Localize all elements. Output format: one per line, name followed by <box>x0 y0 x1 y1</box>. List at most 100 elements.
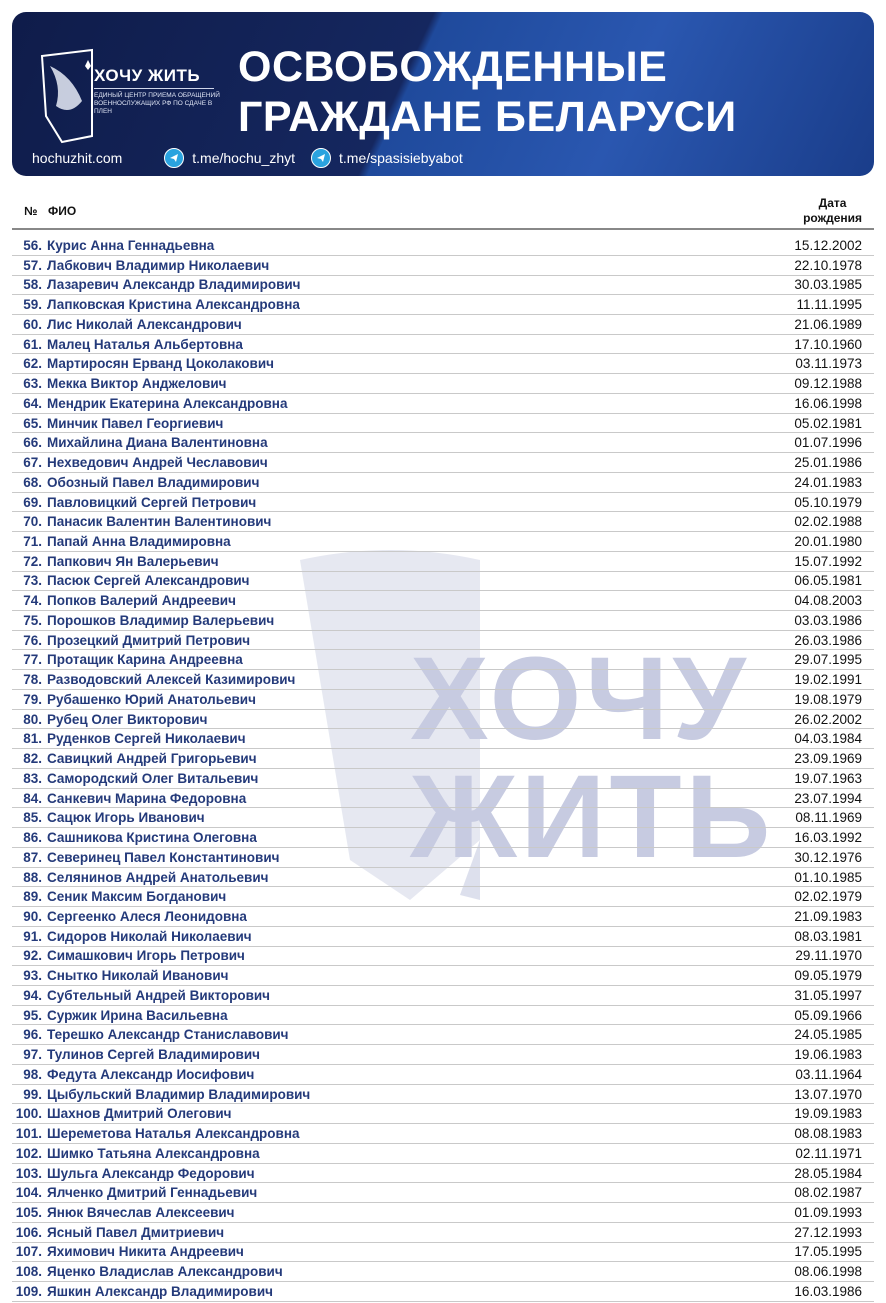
table-row: 87. Северинец Павел Константинович 30.12.1… <box>12 849 874 868</box>
column-header-date-line-2: рождения <box>803 211 862 225</box>
row-birth-date: 24.05.1985 <box>794 1027 862 1043</box>
table-row: 63. Мекка Виктор Анджелович 09.12.1988 <box>12 375 874 394</box>
table-row: 70. Панасик Валентин Валентинович 02.02.19… <box>12 513 874 533</box>
row-number: 77. <box>23 652 42 668</box>
row-number: 84. <box>23 790 42 806</box>
row-name: Яшкин Александр Владимирович <box>47 1283 273 1299</box>
row-name: Шимко Татьяна Александровна <box>47 1145 260 1161</box>
row-name: Яценко Владислав Александрович <box>47 1264 283 1280</box>
table-row: 89. Сеник Максим Богданович 02.02.1979 <box>12 888 874 908</box>
row-number: 68. <box>23 474 42 490</box>
row-birth-date: 27.12.1993 <box>794 1224 862 1240</box>
table-row: 74. Попков Валерий Андреевич 04.08.2003 <box>12 592 874 612</box>
row-number: 64. <box>23 395 42 411</box>
row-number: 83. <box>23 770 42 786</box>
row-name: Рубец Олег Викторович <box>47 711 208 727</box>
row-number: 86. <box>23 830 42 846</box>
table-row: 107. Яхимович Никита Андреевич 17.05.1995 <box>12 1243 874 1263</box>
row-birth-date: 08.08.1983 <box>794 1126 862 1142</box>
row-birth-date: 01.09.1993 <box>794 1204 862 1220</box>
row-birth-date: 19.07.1963 <box>794 770 862 786</box>
table-row: 62. Мартиросян Ерванд Цоколакович 03.11.19… <box>12 355 874 375</box>
row-birth-date: 19.09.1983 <box>794 1106 862 1122</box>
website-link[interactable]: hochuzhit.com <box>32 150 123 166</box>
row-number: 95. <box>23 1007 42 1023</box>
page-title: ОСВОБОЖДЕННЫЕ ГРАЖДАНЕ БЕЛАРУСИ <box>238 42 737 142</box>
row-name: Рубашенко Юрий Анатольевич <box>47 691 256 707</box>
row-birth-date: 19.06.1983 <box>794 1047 862 1063</box>
logo-divider <box>94 88 214 89</box>
row-number: 96. <box>23 1027 42 1043</box>
row-name: Шахнов Дмитрий Олегович <box>47 1106 232 1122</box>
table-row: 78. Разводовский Алексей Казимирович 19.02… <box>12 671 874 690</box>
row-number: 57. <box>23 257 42 273</box>
row-number: 76. <box>23 632 42 648</box>
row-birth-date: 24.01.1983 <box>794 474 862 490</box>
telegram-icon <box>311 148 332 168</box>
table-row: 80. Рубец Олег Викторович 26.02.2002 <box>12 711 874 730</box>
row-name: Лазаревич Александр Владимирович <box>47 277 301 293</box>
column-header-date-line-1: Дата <box>818 196 847 210</box>
row-number: 65. <box>23 415 42 431</box>
table-row: 61. Малец Наталья Альбертовна 17.10.1960 <box>12 336 874 355</box>
row-number: 58. <box>23 277 42 293</box>
row-number: 81. <box>23 731 42 747</box>
telegram-link-1[interactable]: t.me/hochu_zhyt <box>192 150 296 166</box>
row-birth-date: 06.05.1981 <box>794 573 862 589</box>
row-birth-date: 04.08.2003 <box>794 593 862 609</box>
row-number: 100. <box>15 1106 42 1122</box>
row-name: Разводовский Алексей Казимирович <box>47 672 296 688</box>
row-name: Нехведович Андрей Чеславович <box>47 455 268 471</box>
row-name: Суржик Ирина Васильевна <box>47 1007 228 1023</box>
table-row: 101. Шереметова Наталья Александровна 08.0… <box>12 1125 874 1144</box>
row-number: 88. <box>23 869 42 885</box>
table-row: 92. Симашкович Игорь Петрович 29.11.1970 <box>12 947 874 967</box>
table-row: 72. Папкович Ян Валерьевич 15.07.1992 <box>12 553 874 572</box>
row-number: 66. <box>23 435 42 451</box>
row-name: Папкович Ян Валерьевич <box>47 553 219 569</box>
logo-subtitle: ЕДИНЫЙ ЦЕНТР ПРИЕМА ОБРАЩЕНИЙ ВОЕННОСЛУЖ… <box>94 92 220 115</box>
row-name: Михайлина Диана Валентиновна <box>47 435 268 451</box>
row-birth-date: 16.06.1998 <box>794 395 862 411</box>
row-name: Курис Анна Геннадьевна <box>47 238 215 253</box>
row-name: Селянинов Андрей Анатольевич <box>47 869 269 885</box>
telegram-link-2[interactable]: t.me/spasisiebyabot <box>339 150 463 166</box>
row-birth-date: 19.02.1991 <box>794 672 862 688</box>
row-number: 92. <box>23 948 42 964</box>
table-row: 59. Лапковская Кристина Александровна 11.1… <box>12 296 874 315</box>
row-number: 105. <box>15 1204 42 1220</box>
row-birth-date: 03.11.1964 <box>795 1066 862 1082</box>
row-birth-date: 08.06.1998 <box>794 1264 862 1280</box>
logo-title: ХОЧУ ЖИТЬ <box>94 66 201 85</box>
row-number: 79. <box>23 691 42 707</box>
row-name: Савицкий Андрей Григорьевич <box>47 751 257 767</box>
row-name: Федута Александр Иосифович <box>47 1066 255 1082</box>
row-birth-date: 16.03.1992 <box>794 830 862 846</box>
row-name: Лабкович Владимир Николаевич <box>47 257 270 273</box>
row-birth-date: 01.07.1996 <box>794 435 862 451</box>
row-birth-date: 20.01.1980 <box>794 534 862 550</box>
table-row: 85. Сацюк Игорь Иванович 08.11.1969 <box>12 809 874 829</box>
row-name: Сидоров Николай Николаевич <box>47 928 252 944</box>
row-number: 98. <box>23 1066 42 1082</box>
table-row: 76. Прозецкий Дмитрий Петрович 26.03.1986 <box>12 632 874 651</box>
table-row: 69. Павловицкий Сергей Петрович 05.10.1979 <box>12 494 874 513</box>
row-name: Попков Валерий Андреевич <box>47 593 236 609</box>
table-row: 105. Янюк Вячеслав Алексеевич 01.09.1993 <box>12 1204 874 1223</box>
row-birth-date: 29.11.1970 <box>795 948 862 964</box>
table-row: 106. Ясный Павел Дмитриевич 27.12.1993 <box>12 1224 874 1243</box>
row-birth-date: 03.03.1986 <box>794 612 862 628</box>
row-name: Сацюк Игорь Иванович <box>47 810 205 826</box>
row-name: Цыбульский Владимир Владимирович <box>47 1086 311 1102</box>
row-birth-date: 17.10.1960 <box>794 336 862 352</box>
table-row: 67. Нехведович Андрей Чеславович 25.01.198… <box>12 454 874 473</box>
table-body: 56. Курис Анна Геннадьевна 15.12.2002 57. Ла… <box>12 237 874 1303</box>
table-row: 98. Федута Александр Иосифович 03.11.1964 <box>12 1066 874 1085</box>
row-birth-date: 05.09.1966 <box>794 1007 862 1023</box>
row-name: Лис Николай Александрович <box>47 316 242 332</box>
row-birth-date: 30.12.1976 <box>794 849 862 865</box>
telegram-icon <box>164 148 185 168</box>
row-number: 73. <box>23 573 42 589</box>
row-birth-date: 08.11.1969 <box>795 810 862 826</box>
row-number: 72. <box>23 553 42 569</box>
